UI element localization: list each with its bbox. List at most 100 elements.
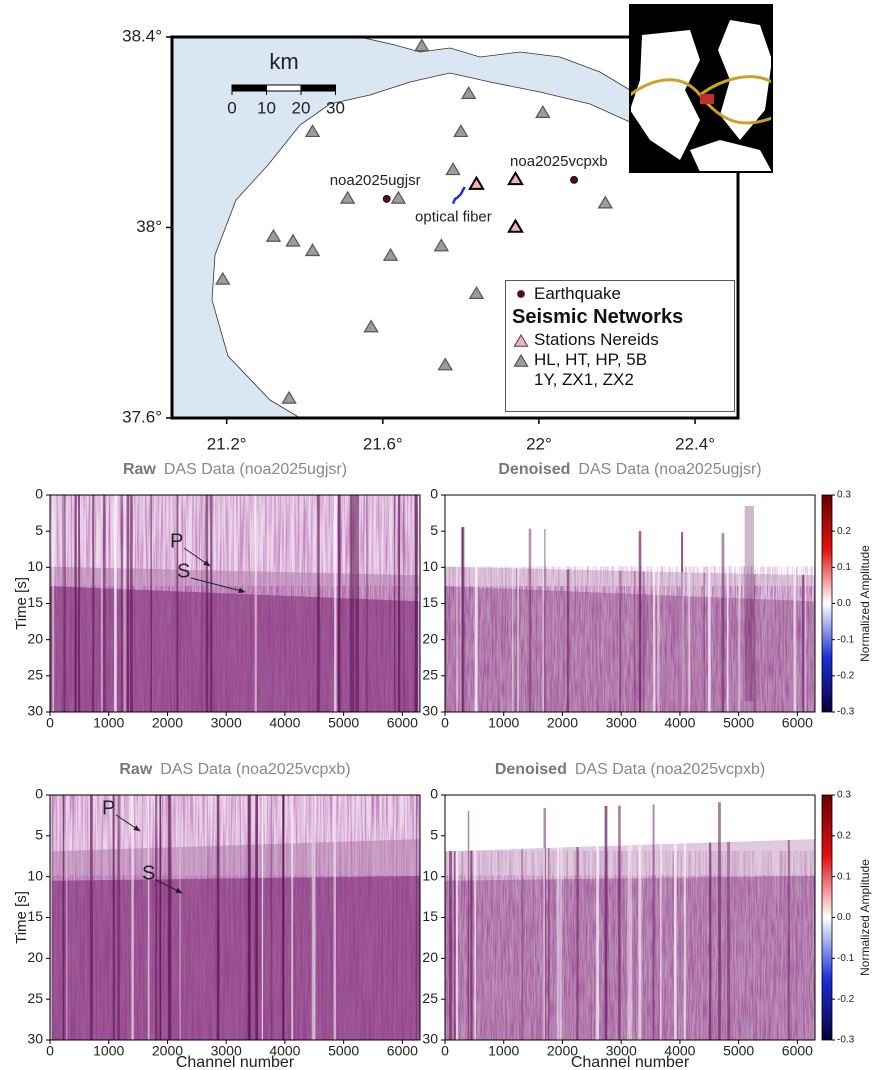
x-tick-label: 4000: [664, 1043, 695, 1059]
colorbar-tick-label: 0.1: [837, 562, 851, 573]
x-tick-label: 5000: [723, 1043, 754, 1059]
y-tick-label: 37.6°: [122, 407, 162, 426]
scale-tick-label: 10: [257, 98, 276, 117]
station: [414, 38, 430, 52]
y-tick-label: 10: [27, 867, 43, 883]
x-tick-label: 6000: [387, 715, 418, 731]
scale-unit: km: [269, 49, 298, 74]
colorbar-label: Normalized Amplitude: [858, 545, 872, 662]
phase-arrow: [190, 577, 246, 594]
x-tick-label: 4000: [664, 715, 695, 731]
y-tick-label: 5: [35, 827, 43, 843]
panel-title: Denoised DAS Data (noa2025vcpxb): [495, 761, 765, 778]
fiber-label: optical fiber: [415, 209, 492, 226]
phase-label: S: [177, 560, 190, 582]
x-tick-label: 2000: [152, 715, 183, 731]
y-tick-label: 30: [422, 703, 438, 719]
x-tick-label: 0: [441, 715, 449, 731]
noisy-channels: [349, 495, 359, 712]
colorbar: [821, 794, 833, 1041]
station: [445, 162, 461, 176]
colorbar-tick-label: -0.3: [837, 1035, 855, 1046]
legend-item: Earthquake: [512, 284, 728, 304]
y-tick-label: 25: [422, 667, 438, 683]
y-tick-label: 15: [27, 594, 43, 610]
x-tick-label: 22.4°: [675, 434, 715, 453]
station: [507, 218, 524, 233]
station: [304, 124, 321, 138]
x-tick-label: 1000: [488, 1043, 519, 1059]
legend-label: HL, HT, HP, 5B 1Y, ZX1, ZX2: [534, 350, 648, 389]
title-text: DAS Data (noa2025ugjsr): [164, 461, 347, 478]
y-tick-label: 25: [27, 990, 43, 1006]
x-tick-label: 2000: [152, 1043, 183, 1059]
earthquake: [570, 175, 578, 184]
scale-tick-label: 0: [227, 98, 236, 117]
y-tick-label: 30: [27, 703, 43, 719]
colorbar: [821, 494, 833, 713]
station: [468, 285, 485, 299]
legend-marker: [517, 290, 525, 298]
y-tick-label: 10: [27, 558, 43, 574]
colorbar-tick-label: -0.1: [837, 953, 855, 964]
colorbar-tick-label: 0.2: [837, 830, 851, 841]
p-zone: [50, 839, 420, 881]
station: [390, 190, 407, 204]
x-tick-label: 0: [46, 715, 54, 731]
colorbar-tick-label: 0.1: [837, 871, 851, 882]
event-label: noa2025vcpxb: [510, 153, 608, 170]
x-tick-label: 3000: [606, 1043, 637, 1059]
title-text: DAS Data (noa2025vcpxb): [160, 761, 350, 778]
legend-title: Seismic Networks: [512, 306, 684, 328]
title-text: DAS Data (noa2025ugjsr): [578, 461, 761, 478]
y-tick-label: 38.4°: [122, 26, 162, 45]
p-zone: [445, 839, 815, 881]
station: [363, 319, 379, 333]
x-tick-label: 5000: [723, 715, 754, 731]
das-image: [445, 795, 815, 1040]
y-tick-label: 20: [422, 630, 438, 646]
x-tick-label: 6000: [387, 1043, 418, 1059]
x-tick-label: 2000: [547, 715, 578, 731]
station: [281, 390, 297, 404]
x-tick-label: 22°: [526, 434, 552, 453]
station: [304, 243, 321, 257]
legend-symbol: [513, 334, 529, 347]
scale-tick-label: 20: [292, 98, 311, 117]
y-tick-label: 10: [422, 558, 438, 574]
y-tick-label: 15: [422, 594, 438, 610]
x-tick-label: 21.6°: [363, 434, 403, 453]
colorbar-tick-label: -0.3: [837, 707, 855, 718]
legend-marker: [513, 354, 529, 367]
image-grain: [445, 875, 815, 1040]
scale-tick-label: 30: [326, 98, 345, 117]
x-tick-label: 21.2°: [207, 434, 247, 453]
y-axis-label: Time [s]: [13, 577, 30, 630]
title-gap: [570, 461, 578, 478]
colorbar-tick-label: -0.2: [837, 670, 855, 681]
x-tick-label: 1000: [93, 1043, 124, 1059]
scale-segment: [300, 84, 336, 92]
station: [382, 247, 399, 261]
phase-arrow: [115, 814, 141, 832]
phase-label: S: [142, 862, 155, 884]
y-tick-label: 0: [35, 786, 43, 802]
x-tick-label: 0: [441, 1043, 449, 1059]
y-tick-label: 38°: [136, 217, 162, 236]
station: [215, 271, 231, 285]
y-tick-label: 25: [422, 990, 438, 1006]
colorbar-label: Normalized Amplitude: [858, 859, 872, 976]
title-gap: [567, 761, 575, 778]
legend-item: HL, HT, HP, 5B 1Y, ZX1, ZX2: [512, 350, 728, 390]
panel-title: Denoised DAS Data (noa2025ugjsr): [498, 461, 761, 478]
y-tick-label: 0: [430, 486, 438, 502]
panel-title: Raw DAS Data (noa2025vcpxb): [119, 761, 350, 778]
station: [339, 190, 356, 204]
station: [265, 228, 282, 242]
colorbar-tick-label: 0.2: [837, 526, 851, 537]
image-grain: [445, 586, 815, 712]
x-tick-label: 1000: [93, 715, 124, 731]
optical-fiber: [451, 186, 466, 205]
phase-arrow: [155, 879, 183, 894]
